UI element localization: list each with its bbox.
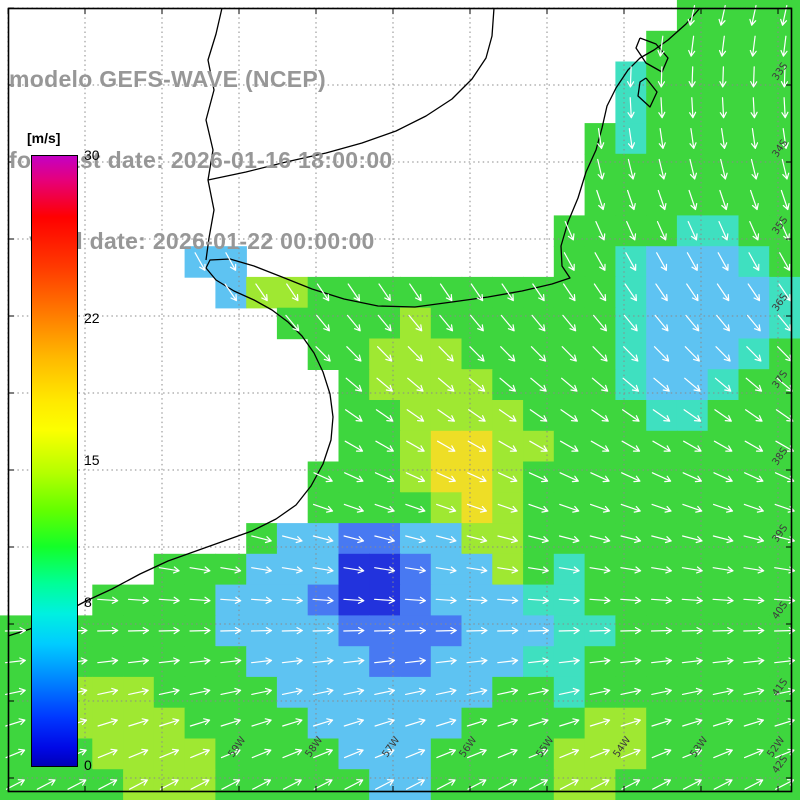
map-frame	[7, 7, 793, 793]
map-title: modelo GEFS-WAVE (NCEP) forecast date: 2…	[9, 12, 393, 309]
wind-direction-arrows	[4, 5, 796, 790]
model-name: modelo GEFS-WAVE (NCEP)	[9, 66, 326, 92]
coastline	[7, 7, 701, 637]
forecast-date: forecast date: 2026-01-16 18:00:00	[9, 147, 393, 173]
valid-date: valid date: 2026-01-22 00:00:00	[9, 228, 375, 254]
